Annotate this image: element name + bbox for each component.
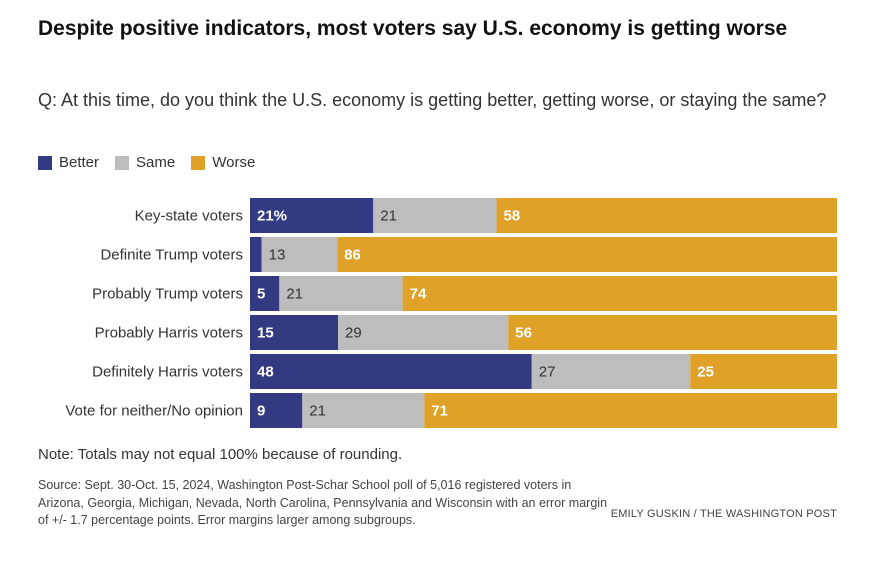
data-label: 21% — [257, 208, 287, 225]
bar-row: Vote for neither/No opinion 9 21 71 — [65, 393, 837, 428]
credit: EMILY GUSKIN / THE WASHINGTON POST — [610, 508, 837, 520]
bar-segment-worse — [337, 237, 837, 272]
data-label: 48 — [257, 364, 274, 381]
legend-item-worse: Worse — [191, 154, 255, 171]
bar-row: Key-state voters 21% 21 58 — [135, 198, 837, 233]
legend-item-better: Better — [38, 154, 99, 171]
data-label: 15 — [257, 325, 274, 342]
bar-segment-worse — [690, 354, 837, 389]
bar-row: Definite Trump voters 13 86 — [100, 237, 837, 272]
legend-item-same: Same — [115, 154, 175, 171]
category-label: Probably Harris voters — [95, 325, 243, 342]
data-label: 86 — [344, 247, 361, 264]
category-label: Vote for neither/No opinion — [65, 403, 243, 420]
legend-label-same: Same — [136, 154, 176, 171]
bar-segment-better — [250, 198, 374, 233]
bar-segment-same — [338, 315, 509, 350]
bar-segment-better — [250, 276, 280, 311]
source-text: Source: Sept. 30-Oct. 15, 2024, Washingt… — [38, 478, 608, 527]
bar-segment-worse — [402, 276, 837, 311]
bar-segment-better — [250, 237, 262, 272]
bar-segment-same — [279, 276, 403, 311]
data-label: 9 — [257, 403, 265, 420]
legend-swatch-same — [115, 155, 130, 170]
category-label: Key-state voters — [135, 208, 243, 225]
legend-swatch-worse — [191, 155, 206, 170]
data-label: 74 — [410, 286, 427, 303]
question-text: Q: At this time, do you think the U.S. e… — [38, 90, 827, 110]
bar-row: Definitely Harris voters 48 27 25 — [92, 354, 837, 389]
data-label: 5 — [257, 286, 265, 303]
bar-segment-worse — [424, 393, 837, 428]
bar-segment-same — [261, 237, 338, 272]
data-label: 21 — [309, 403, 326, 420]
legend-label-worse: Worse — [212, 154, 256, 171]
bar-segment-worse — [508, 315, 837, 350]
bar-row: Probably Harris voters 15 29 56 — [95, 315, 837, 350]
data-label: 21 — [380, 208, 397, 225]
data-label: 27 — [539, 364, 556, 381]
category-label: Probably Trump voters — [92, 286, 243, 303]
bar-segment-same — [531, 354, 691, 389]
bar-segment-better — [250, 393, 303, 428]
legend-swatch-better — [38, 155, 52, 170]
data-label: 21 — [286, 286, 303, 303]
legend-label-better: Better — [59, 154, 100, 171]
chart-title: Despite positive indicators, most voters… — [38, 17, 788, 40]
data-label: 25 — [697, 364, 714, 381]
bar-segment-better — [250, 354, 532, 389]
bar-segment-same — [302, 393, 425, 428]
data-label: 58 — [504, 208, 521, 225]
bar-segment-better — [250, 315, 339, 350]
category-label: Definitely Harris voters — [92, 364, 243, 381]
note: Note: Totals may not equal 100% because … — [38, 446, 403, 463]
data-label: 71 — [431, 403, 448, 420]
data-label: 13 — [269, 247, 286, 264]
data-label: 29 — [345, 325, 362, 342]
category-label: Definite Trump voters — [100, 247, 243, 264]
bar-segment-worse — [496, 198, 837, 233]
stacked-bar-chart: Key-state voters 21% 21 58 Definite Trump vo… — [65, 198, 837, 428]
data-label: 56 — [515, 325, 532, 342]
bar-row: Probably Trump voters 5 21 74 — [92, 276, 837, 311]
legend: Better Same Worse — [38, 154, 271, 171]
bar-segment-same — [373, 198, 497, 233]
